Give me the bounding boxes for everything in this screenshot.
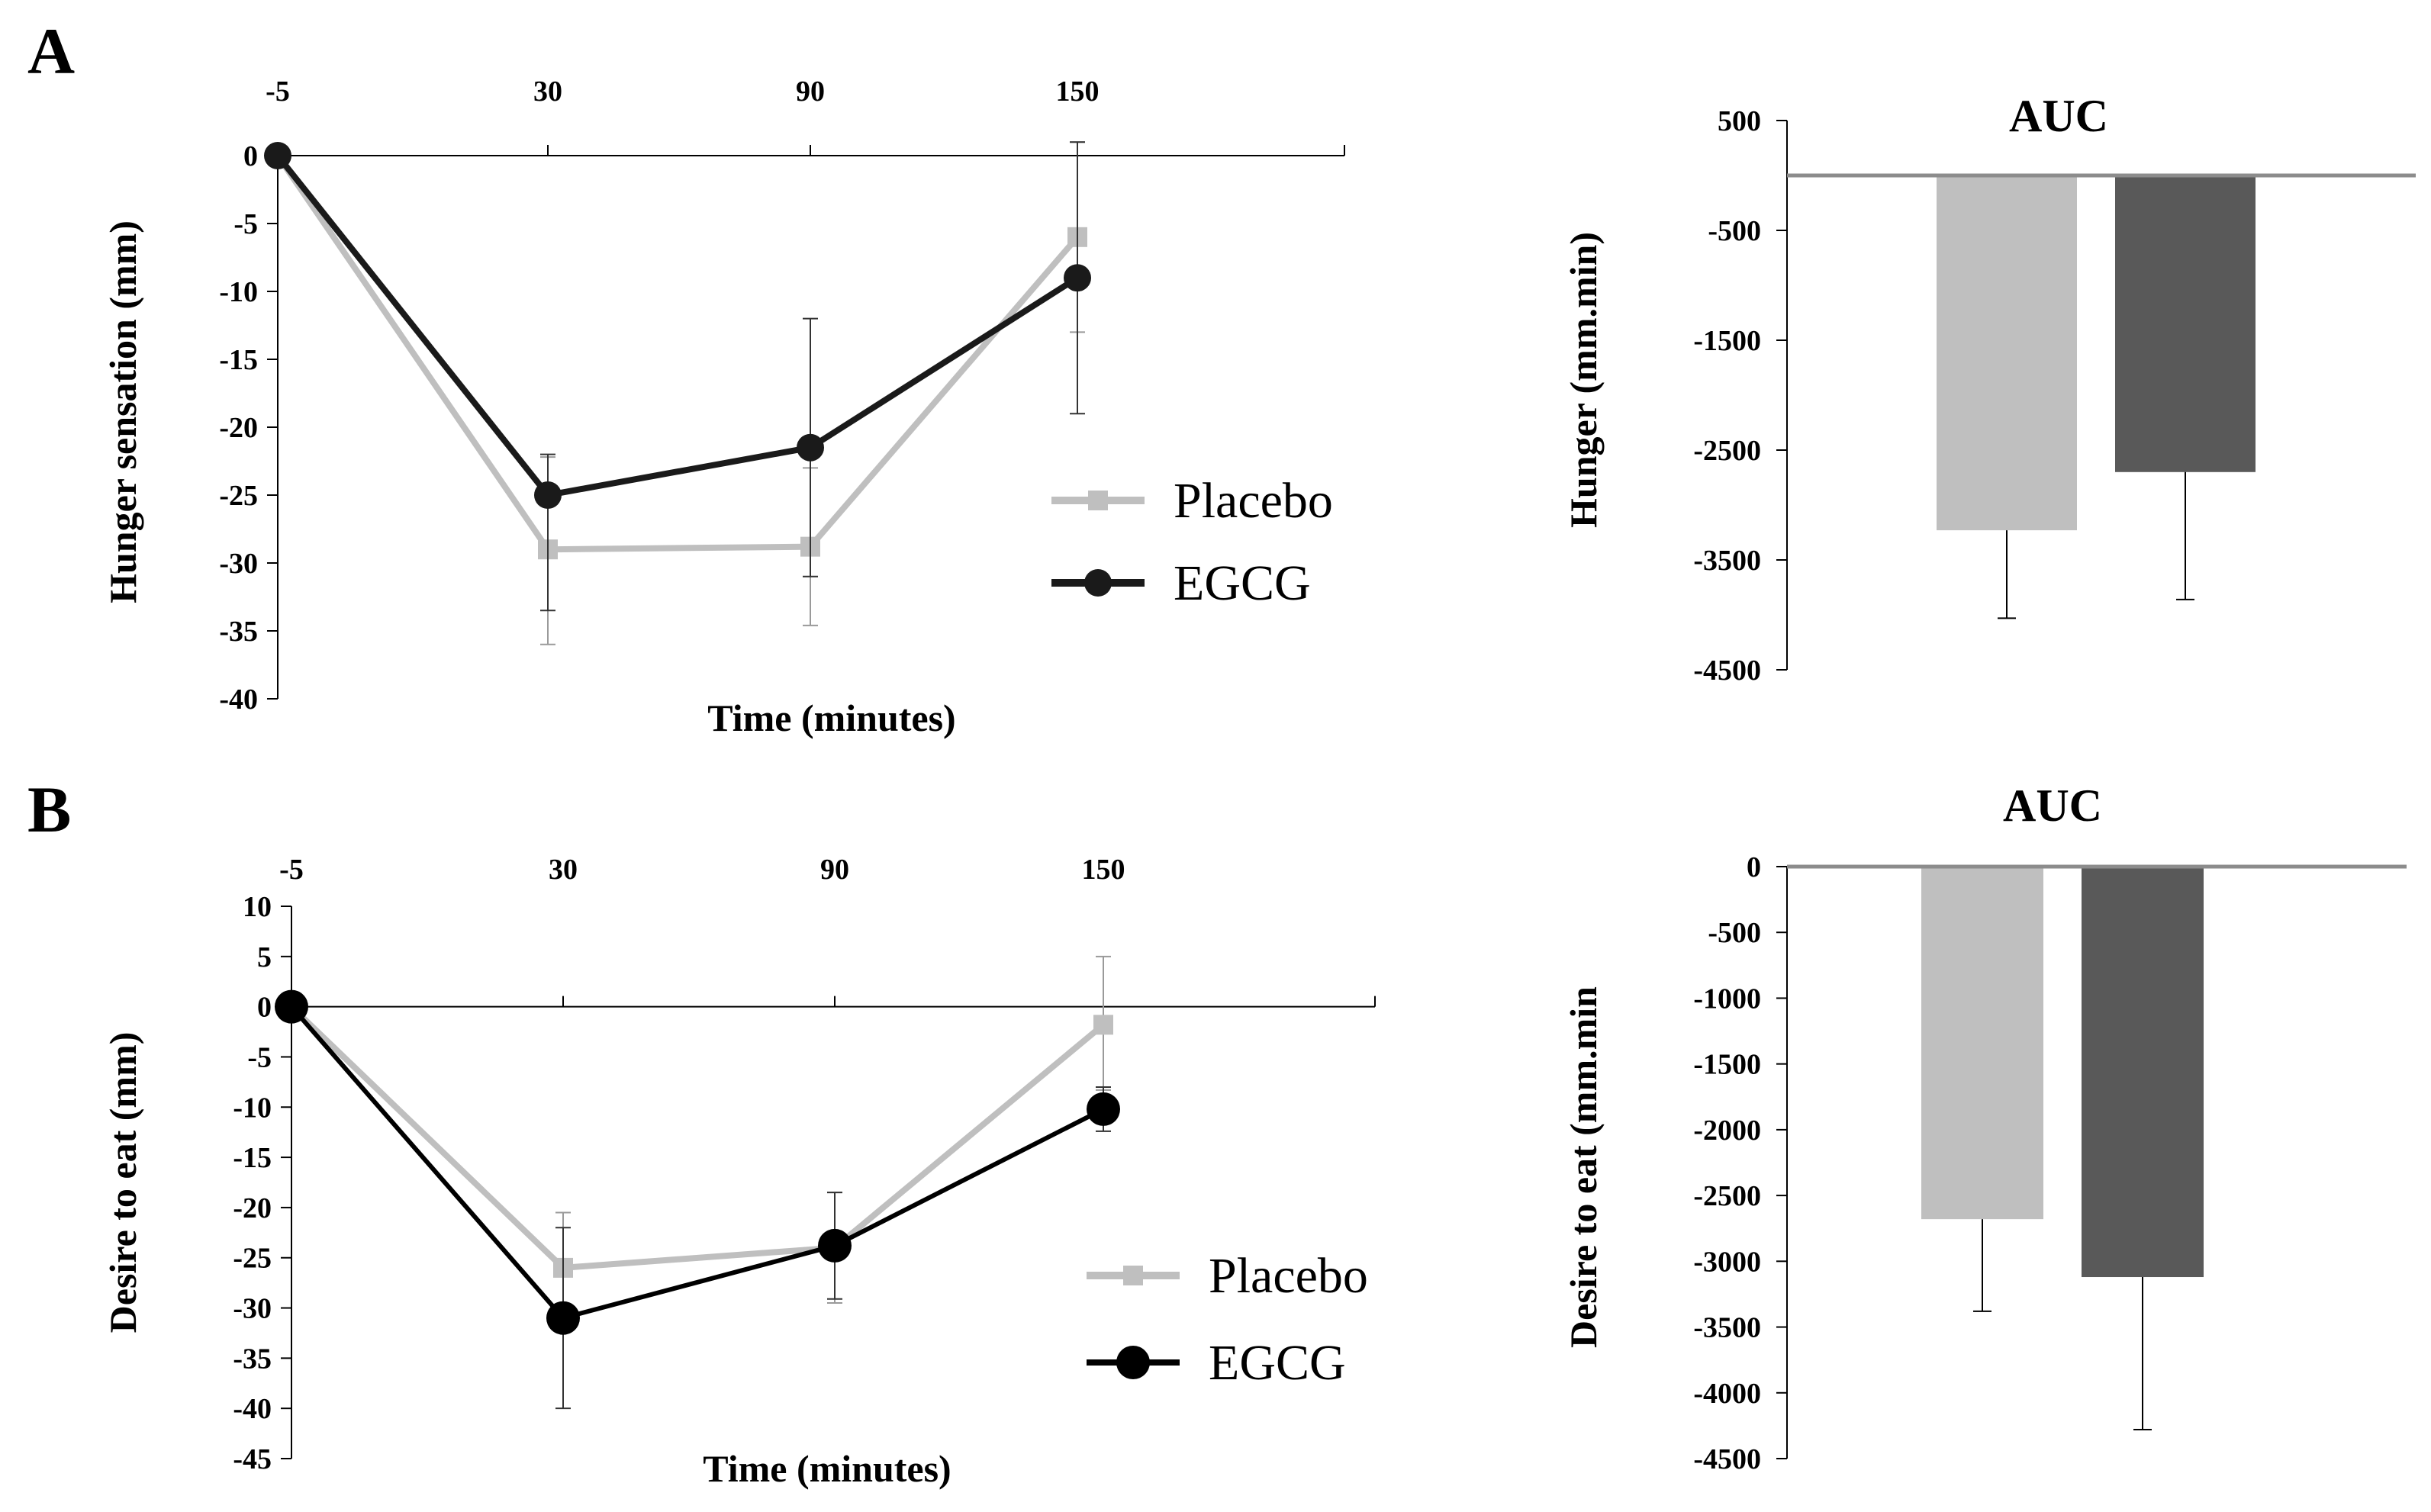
x-tick-label: 90 xyxy=(820,854,849,886)
legend-marker xyxy=(1084,569,1112,597)
y-tick-label: -2500 xyxy=(1693,435,1761,467)
data-point-egcg xyxy=(1087,1092,1120,1126)
y-axis-title: Desire to eat (mm.min xyxy=(1562,986,1605,1348)
data-point-egcg xyxy=(534,481,562,509)
y-tick-label: -500 xyxy=(1708,917,1761,949)
y-tick-label: -5 xyxy=(233,208,258,240)
y-tick-label: -2000 xyxy=(1693,1115,1761,1147)
data-point-egcg xyxy=(1064,264,1091,292)
legend-label-egcg: EGCG xyxy=(1174,555,1311,611)
legend-label-egcg: EGCG xyxy=(1209,1335,1346,1391)
data-point-egcg xyxy=(797,433,824,462)
data-point-egcg xyxy=(546,1301,580,1335)
desire-line-chart: Time (minutes) Desire to eat (mm) 10 5 0 -5… xyxy=(101,854,1376,1490)
y-axis-title: Hunger sensation (mm) xyxy=(101,220,144,603)
x-axis-title: Time (minutes) xyxy=(703,1447,951,1490)
bar-placebo xyxy=(1921,867,2043,1220)
x-tick-label: -5 xyxy=(266,76,290,108)
y-tick-label: -3500 xyxy=(1693,545,1761,577)
panel-a-label: A xyxy=(27,14,75,88)
x-tick-label: 90 xyxy=(796,76,825,108)
y-tick-label: -1000 xyxy=(1693,983,1761,1015)
y-tick-label: -1500 xyxy=(1693,1049,1761,1081)
y-tick-label: 5 xyxy=(257,941,272,973)
series-line-egcg xyxy=(289,1005,1105,1321)
legend-marker xyxy=(1088,491,1108,510)
chart-title: AUC xyxy=(2009,91,2108,141)
data-point-placebo xyxy=(1093,1015,1113,1035)
y-tick-label: -3500 xyxy=(1693,1312,1761,1344)
y-tick-label: -2500 xyxy=(1693,1180,1761,1212)
legend-label-placebo: Placebo xyxy=(1174,473,1333,529)
y-axis-title: Desire to eat (mm) xyxy=(101,1032,144,1333)
chart-title: AUC xyxy=(2003,780,2102,831)
x-tick-label: 30 xyxy=(533,76,562,108)
y-tick-label: -4500 xyxy=(1693,1443,1761,1475)
x-axis-title: Time (minutes) xyxy=(707,696,955,739)
y-tick-label: -10 xyxy=(233,1092,272,1124)
bar-placebo xyxy=(1937,175,2077,531)
y-tick-label: -30 xyxy=(233,1293,272,1325)
y-axis-title: Hunger (mm.min) xyxy=(1562,232,1605,528)
series-line-egcg xyxy=(275,153,1080,499)
y-tick-label: -4000 xyxy=(1693,1378,1761,1410)
y-tick-label: 10 xyxy=(243,891,272,923)
y-tick-label: -5 xyxy=(247,1041,272,1073)
y-tick-label: -40 xyxy=(219,684,258,716)
legend-marker xyxy=(1123,1266,1143,1285)
y-tick-label: 0 xyxy=(243,140,258,172)
data-point-egcg xyxy=(818,1228,852,1263)
data-point-egcg xyxy=(264,142,291,169)
hunger-line-chart: Time (minutes) Hunger sensation (mm) 0-5… xyxy=(101,76,1345,739)
y-tick-label: 500 xyxy=(1718,105,1761,137)
series-line-placebo xyxy=(275,153,1080,553)
y-tick-label: -500 xyxy=(1708,215,1761,247)
y-tick-label: 0 xyxy=(1747,851,1761,883)
x-tick-label: -5 xyxy=(279,854,304,886)
data-point-egcg xyxy=(275,989,308,1024)
y-tick-label: -15 xyxy=(233,1142,272,1174)
y-tick-label: -20 xyxy=(219,412,258,444)
y-tick-label: -20 xyxy=(233,1192,272,1224)
y-tick-label: -25 xyxy=(219,480,258,512)
series-line-placebo xyxy=(289,1004,1106,1272)
x-tick-label: 30 xyxy=(549,854,578,886)
y-tick-label: -25 xyxy=(233,1243,272,1275)
y-tick-label: -45 xyxy=(233,1443,272,1475)
y-tick-label: -3000 xyxy=(1693,1246,1761,1278)
bar-egcg xyxy=(2115,175,2256,472)
y-tick-label: 0 xyxy=(257,992,272,1024)
y-tick-label: -35 xyxy=(219,616,258,648)
y-tick-label: -4500 xyxy=(1693,655,1761,687)
hunger-auc-bar-chart: AUC Hunger (mm.min) 500 -500 -1500 -2500 -35… xyxy=(1562,91,2416,687)
y-tick-label: -40 xyxy=(233,1393,272,1425)
panel-b-label: B xyxy=(27,773,71,846)
x-tick-label: 150 xyxy=(1056,76,1100,108)
y-tick-label: -30 xyxy=(219,548,258,580)
x-tick-label: 150 xyxy=(1082,854,1125,886)
y-tick-label: -35 xyxy=(233,1343,272,1375)
desire-auc-bar-chart: AUC Desire to eat (mm.min 0 -500 -1000 -150… xyxy=(1562,780,2407,1475)
legend-marker xyxy=(1116,1346,1150,1379)
y-tick-label: -1500 xyxy=(1693,325,1761,357)
bar-egcg xyxy=(2082,867,2204,1278)
y-tick-label: -10 xyxy=(219,276,258,308)
legend-label-placebo: Placebo xyxy=(1209,1248,1368,1304)
y-tick-label: -15 xyxy=(219,344,258,376)
